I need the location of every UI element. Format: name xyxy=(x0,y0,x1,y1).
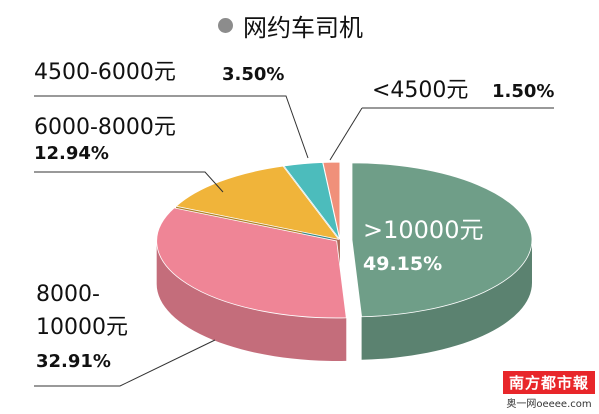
pie-slice-1 xyxy=(156,207,347,319)
slice-pct-under-4500: 1.50% xyxy=(492,81,555,102)
chart-title-text: 网约车司机 xyxy=(243,14,363,42)
leader-line-6000-8000 xyxy=(34,171,224,193)
slice-label-8000-10000-line2: 10000元 xyxy=(36,315,128,340)
pie-slice-side-1 xyxy=(156,240,347,361)
pie-slice-0 xyxy=(351,162,533,318)
slice-pct-4500-6000: 3.50% xyxy=(222,64,285,85)
slice-label-4500-6000: 4500-6000元 xyxy=(34,60,176,85)
slice-pct-over-10000: 49.15% xyxy=(363,253,443,275)
leader-line-under-4500-d xyxy=(329,107,363,161)
slice-pct-6000-8000: 12.94% xyxy=(34,143,109,164)
chart-title: 网约车司机 xyxy=(218,8,363,43)
newspaper-watermark: 南方都市報 奥一网oeeee.com xyxy=(502,371,595,410)
watermark-site: 奥一网oeeee.com xyxy=(506,399,592,410)
leader-line-8000-10000 xyxy=(34,339,216,387)
slice-label-under-4500: <4500元 xyxy=(372,78,469,103)
pie-slice-side-0 xyxy=(361,239,532,360)
slice-label-over-10000: >10000元 xyxy=(363,216,484,244)
pie-slice-4 xyxy=(322,161,341,240)
slice-label-8000-10000-line1: 8000- xyxy=(36,282,100,307)
leader-line-4500-6000 xyxy=(34,95,309,159)
watermark-logo: 南方都市報 xyxy=(502,371,595,394)
legend-dot-icon xyxy=(218,18,233,33)
slice-pct-8000-10000: 32.91% xyxy=(36,351,111,372)
slice-label-6000-8000: 6000-8000元 xyxy=(34,115,176,140)
